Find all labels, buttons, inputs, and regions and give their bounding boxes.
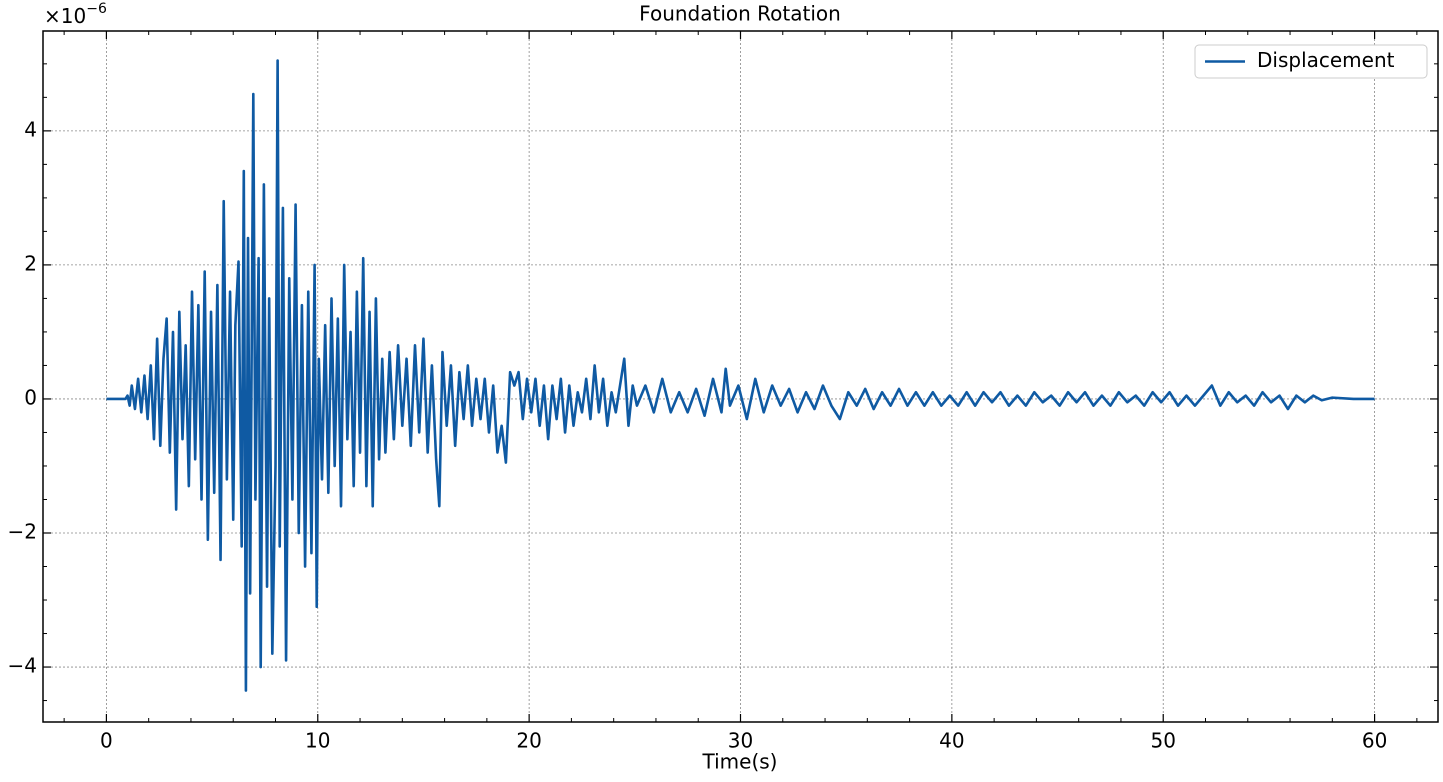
y-tick-label: −2	[8, 519, 37, 543]
x-tick-label: 60	[1362, 729, 1387, 753]
y-scale-label: ×10−6	[44, 1, 107, 28]
x-tick-label: 20	[516, 729, 541, 753]
x-axis-label: Time(s)	[702, 750, 778, 774]
y-tick-label: 2	[24, 251, 37, 275]
chart-title: Foundation Rotation	[639, 2, 841, 26]
data-line	[106, 59, 1375, 692]
x-tick-label: 30	[728, 729, 753, 753]
y-tick-label: −4	[8, 654, 37, 678]
y-scale-base: ×10	[44, 4, 86, 28]
x-tick-label: 40	[939, 729, 964, 753]
legend-box	[1194, 44, 1428, 79]
legend-label: Displacement	[1257, 48, 1395, 72]
y-scale-exponent: −6	[86, 1, 107, 17]
y-tick-label: 0	[24, 385, 37, 409]
x-tick-label: 10	[305, 729, 330, 753]
x-tick-label: 50	[1151, 729, 1176, 753]
y-tick-label: 4	[24, 117, 37, 141]
x-tick-label: 0	[100, 729, 113, 753]
